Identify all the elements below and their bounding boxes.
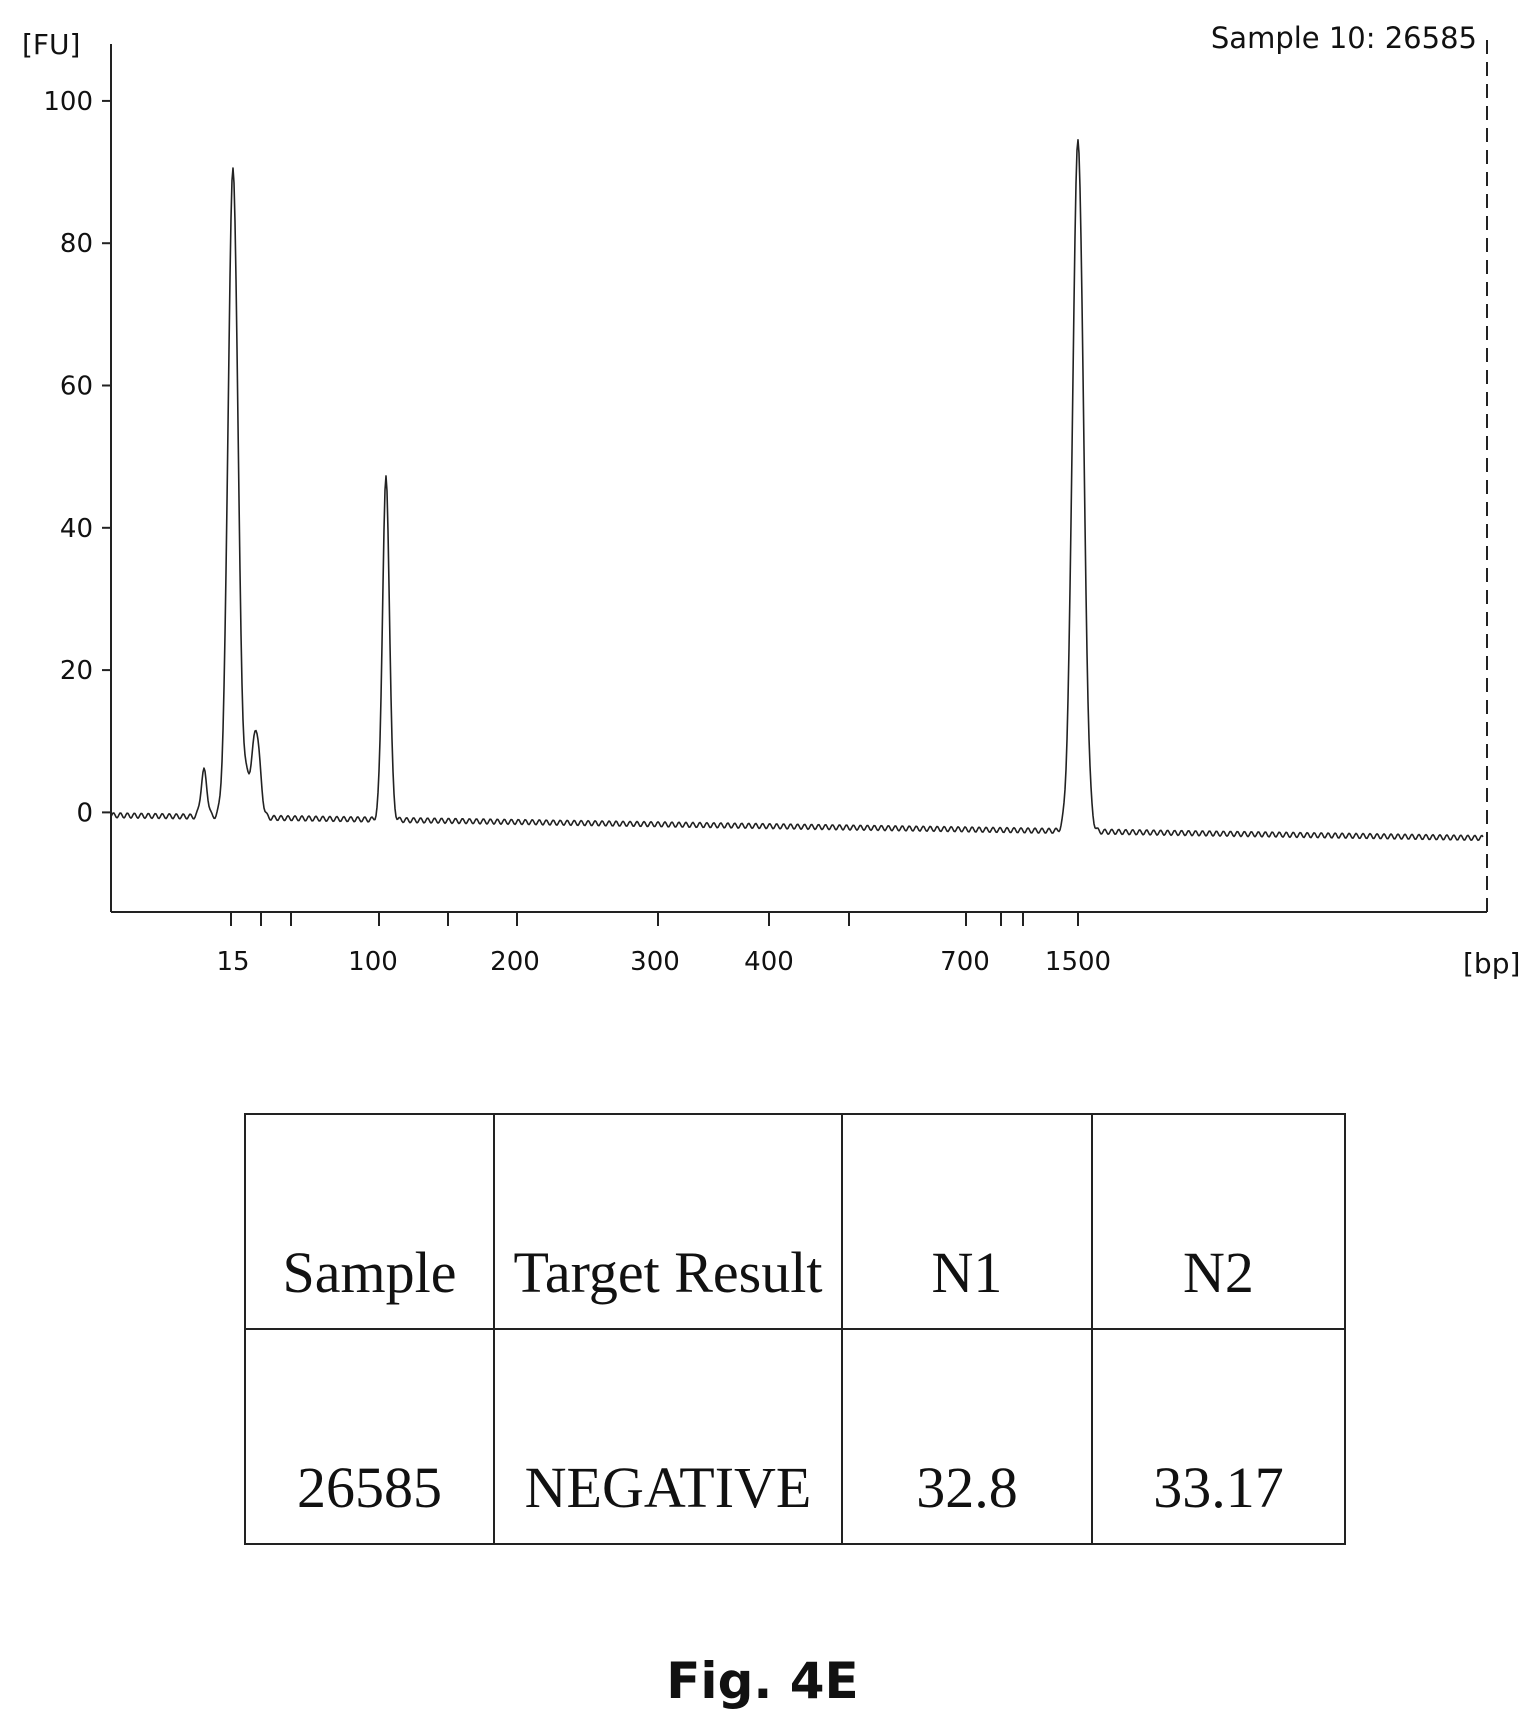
y-tick-label: 80 bbox=[60, 229, 93, 259]
x-axis-unit-label: [bp] bbox=[1463, 947, 1520, 980]
header-cell-n2: N2 bbox=[1091, 1113, 1346, 1330]
header-cell-n1: N1 bbox=[841, 1113, 1093, 1330]
x-tick-label: 300 bbox=[630, 947, 680, 977]
y-tick-label: 20 bbox=[60, 656, 93, 686]
cell-target-result: NEGATIVE bbox=[493, 1328, 843, 1545]
cell-n1: 32.8 bbox=[841, 1328, 1093, 1545]
header-cell-target-result: Target Result bbox=[493, 1113, 843, 1330]
y-tick-label: 60 bbox=[60, 372, 93, 402]
figure-caption: Fig. 4E bbox=[666, 1652, 859, 1710]
x-tick-label: 15 bbox=[216, 947, 249, 977]
y-axis-unit-label: [FU] bbox=[22, 28, 80, 61]
sample-label: Sample 10: 26585 bbox=[1211, 21, 1477, 55]
plot-layer: 0 20 40 60 80 100 15 100 200 300 400 700 1500 bbox=[43, 40, 1488, 977]
electropherogram-chart: 0 20 40 60 80 100 15 100 200 300 400 700 1500 [FU] [… bbox=[22, 21, 1520, 980]
x-tick-label: 1500 bbox=[1045, 947, 1111, 977]
cell-n2: 33.17 bbox=[1091, 1328, 1346, 1545]
x-tick-label: 100 bbox=[348, 947, 398, 977]
y-tick-label: 40 bbox=[60, 514, 93, 544]
x-tick-label: 700 bbox=[940, 947, 990, 977]
fluorescence-trace bbox=[110, 139, 1484, 842]
x-tick-label: 400 bbox=[744, 947, 794, 977]
x-tick-label: 200 bbox=[490, 947, 540, 977]
cell-sample: 26585 bbox=[244, 1328, 495, 1545]
header-cell-sample: Sample bbox=[244, 1113, 495, 1330]
y-tick-label: 100 bbox=[43, 87, 93, 117]
y-tick-label: 0 bbox=[76, 798, 93, 828]
table-row: 26585 NEGATIVE 32.8 33.17 bbox=[244, 1328, 1346, 1545]
result-table: Sample Target Result N1 N2 26585 NEGATIV… bbox=[244, 1113, 1346, 1545]
table-header-row: Sample Target Result N1 N2 bbox=[244, 1113, 1346, 1330]
